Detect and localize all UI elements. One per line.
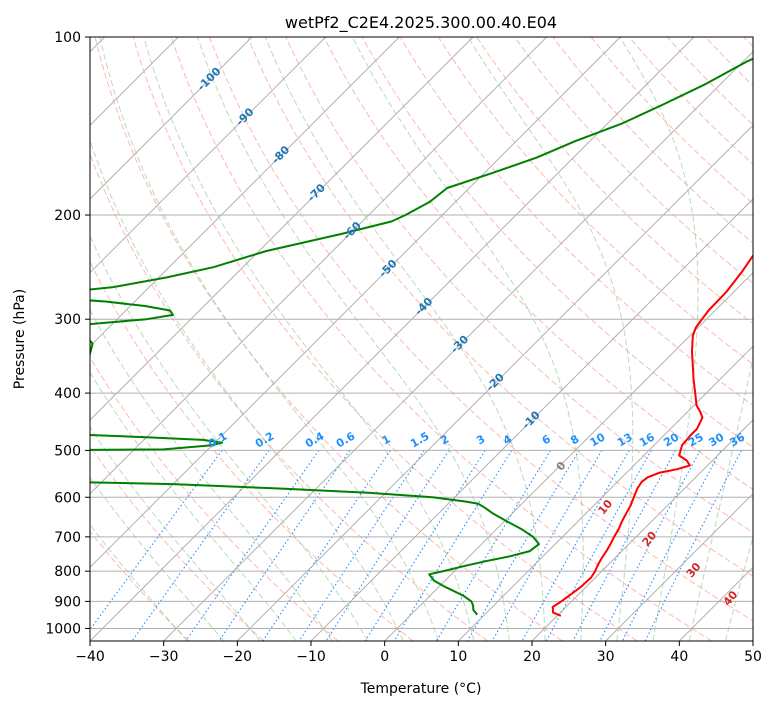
dry-adiabat-60 [247,37,753,577]
x-axis-label: Temperature (°C) [360,681,482,697]
isotherm--90 [90,37,327,274]
y-tick-label: 100 [54,30,81,46]
dewpoint-trace [90,57,753,616]
moist-adiabat-35 [619,37,699,641]
skewed-isotherms [90,37,753,641]
moist-adiabat-20 [264,37,546,641]
moist-adiabat--15 [90,371,297,641]
dry-adiabat-70 [285,37,753,534]
dry-adiabat-120 [476,37,753,325]
dry-adiabat-100 [399,37,753,407]
x-tick-label: −10 [296,649,326,665]
mixing-line-30 [621,450,722,641]
y-tick-label: 1000 [45,621,81,637]
y-tick-label: 800 [54,564,81,580]
isotherm-20 [531,419,753,641]
dry-adiabat-0 [90,260,414,641]
moist-adiabat-5 [99,37,439,641]
isotherm-10 [457,345,753,641]
isotherm--30 [163,50,753,641]
moist-adiabat-15 [197,37,510,641]
y-tick-label: 900 [54,594,81,610]
y-tick-label: 700 [54,530,81,546]
mixing-line-25 [599,450,701,641]
plot-frame [89,36,754,642]
x-tick-label: −40 [75,649,105,665]
mixing-line-0.4 [185,450,320,641]
x-tick-label: 10 [449,649,467,665]
y-axis-label: Pressure (hPa) [12,289,28,389]
dry-adiabat-10 [90,152,488,641]
isotherm--40 [90,37,695,641]
isotherm--20 [236,124,753,641]
mixing-line-3 [364,450,486,641]
y-axis: 100 200 300 400 500 600 700 800 900 1000 [45,30,90,637]
dry-adiabat-80 [323,37,753,491]
mixing-line-20 [572,450,676,641]
y-tick-label: 600 [54,490,81,506]
x-tick-label: 30 [597,649,615,665]
isotherm--70 [90,37,474,421]
chart-title: wetPf2_C2E4.2025.300.00.40.E04 [285,13,557,33]
plot-area: -100-90-80-70-60-50-40-30-20-100.1 0.2 0.4… [90,37,753,641]
moist-adiabat--5 [90,234,369,641]
x-tick-label: 20 [523,649,541,665]
mixing-line-0.1 [90,450,223,631]
isotherm-0 [384,271,753,641]
mixing-line-10 [491,450,603,641]
mixing-line-16 [545,450,652,641]
dry-adiabat-30 [132,37,638,641]
mixing-line-1 [262,450,391,641]
moist-adiabat-25 [352,37,584,641]
mixing-line-0.6 [218,450,351,641]
y-tick-label: 300 [54,312,81,328]
dry-adiabat--30 [90,530,190,641]
x-tick-label: −20 [223,649,253,665]
x-tick-label: −30 [149,649,179,665]
sounding-traces [90,57,753,617]
isobar-grid [90,37,753,629]
moist-adiabat-40 [688,355,753,641]
isotherm-30 [605,492,753,641]
isotherm--60 [90,37,548,495]
isotherm--100 [90,37,253,200]
isotherm--10 [310,198,753,641]
moist-adiabat--25 [90,476,225,641]
moist-adiabat--30 [90,523,188,641]
isotherm--80 [90,37,400,348]
moist-adiabat-10 [143,37,475,641]
dry-adiabats [90,37,753,641]
moist-adiabat-0 [90,138,404,641]
dry-adiabat-50 [209,37,753,622]
dry-adiabat-150 [590,37,753,205]
y-tick-label: 200 [54,208,81,224]
moist-adiabat--20 [90,426,261,641]
mixing-line-36 [644,450,742,641]
dry-adiabat-140 [552,37,753,244]
x-axis: −40 −30 −20 −10 0 10 20 30 40 50 [75,641,762,665]
y-tick-label: 500 [54,443,81,459]
dry-adiabat-110 [437,37,753,365]
isotherm--50 [90,37,621,569]
x-tick-label: 40 [670,649,688,665]
dry-adiabat--10 [90,356,339,641]
dry-adiabat-130 [514,37,753,284]
x-tick-label: 0 [380,649,389,665]
y-tick-label: 400 [54,386,81,402]
x-tick-label: 50 [744,649,762,665]
temperature-trace [551,254,753,617]
